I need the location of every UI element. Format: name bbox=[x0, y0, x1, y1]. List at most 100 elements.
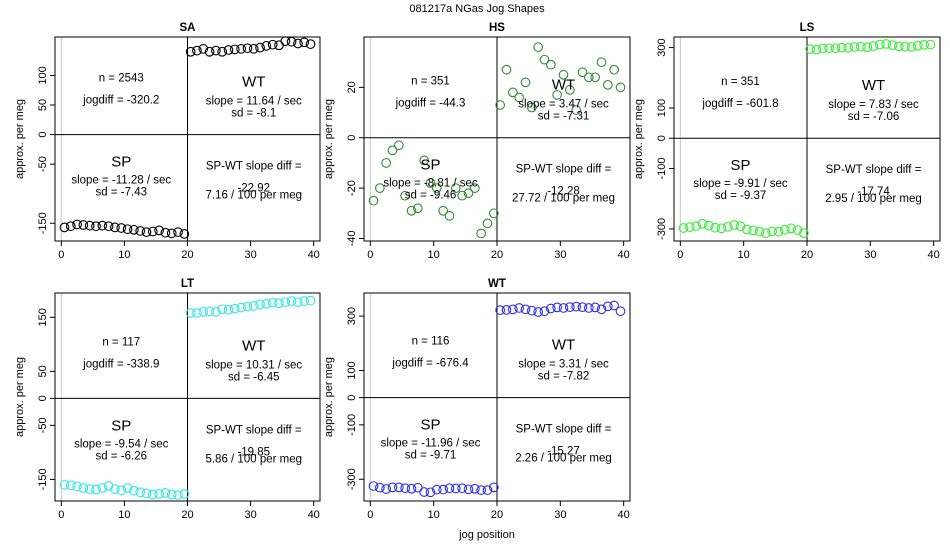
data-point bbox=[754, 226, 765, 237]
sp-sd: sd = -9.71 bbox=[405, 450, 456, 462]
data-point bbox=[703, 220, 714, 231]
x-tick-label: 30 bbox=[554, 509, 566, 521]
data-point bbox=[444, 483, 455, 494]
data-point bbox=[179, 229, 190, 239]
data-point bbox=[84, 484, 95, 494]
data-point bbox=[716, 223, 727, 234]
data-point bbox=[571, 105, 582, 115]
data-point bbox=[431, 484, 442, 495]
data-point bbox=[84, 220, 95, 231]
data-point bbox=[919, 40, 930, 50]
data-point bbox=[129, 485, 139, 496]
y-tick-label: -40 bbox=[346, 231, 358, 247]
x-tick-label: 30 bbox=[244, 249, 256, 261]
jogdiff: jogdiff = -676.4 bbox=[391, 358, 469, 370]
data-point bbox=[122, 483, 133, 493]
data-point bbox=[59, 479, 70, 490]
data-point bbox=[855, 41, 866, 52]
data-point bbox=[141, 227, 152, 237]
data-point bbox=[697, 218, 708, 229]
data-point bbox=[514, 303, 525, 313]
data-point bbox=[166, 489, 177, 500]
jogdiff: jogdiff = -44.3 bbox=[395, 98, 466, 110]
data-point bbox=[192, 45, 202, 56]
data-point bbox=[255, 299, 265, 310]
data-point bbox=[381, 158, 392, 168]
data-point bbox=[267, 297, 278, 308]
data-point bbox=[381, 484, 392, 494]
n-count: n = 351 bbox=[411, 76, 450, 88]
data-point bbox=[122, 224, 133, 235]
x-tick-label: 10 bbox=[428, 249, 440, 261]
slope-diff-label: SP-WT slope diff = bbox=[516, 424, 612, 436]
data-points bbox=[678, 39, 936, 238]
slope-diff-label: SP-WT slope diff = bbox=[206, 161, 302, 173]
x-tick-label: 40 bbox=[308, 509, 320, 521]
data-point bbox=[299, 296, 310, 306]
data-point bbox=[615, 306, 626, 317]
figure-xlabel: jog position bbox=[458, 529, 515, 541]
y-tick-label: 50 bbox=[37, 99, 49, 111]
data-point bbox=[526, 102, 537, 113]
data-point bbox=[135, 226, 146, 236]
data-point bbox=[539, 306, 550, 317]
data-point bbox=[412, 203, 423, 214]
data-point bbox=[874, 39, 885, 50]
y-tick-label: -150 bbox=[37, 212, 49, 234]
y-tick-label: 100 bbox=[346, 361, 358, 379]
data-point bbox=[110, 222, 120, 233]
data-point bbox=[552, 90, 563, 100]
y-tick-label: 150 bbox=[37, 308, 49, 326]
jogdiff: jogdiff = -320.2 bbox=[82, 95, 159, 107]
data-point bbox=[507, 87, 518, 98]
data-point bbox=[495, 100, 506, 110]
data-point bbox=[590, 302, 601, 313]
data-point bbox=[469, 183, 480, 193]
data-point bbox=[476, 485, 487, 495]
x-tick-label: 0 bbox=[58, 249, 64, 261]
data-point bbox=[229, 303, 240, 314]
data-point bbox=[393, 140, 404, 151]
data-point bbox=[684, 222, 695, 232]
data-point bbox=[78, 220, 89, 230]
panel-ls: LS 0 10 20 30 40 -300 -100 0 100 300 approx. per me… bbox=[633, 22, 941, 261]
y-tick-label: -300 bbox=[346, 468, 358, 490]
data-point bbox=[691, 221, 702, 232]
panel-sa: SA 0 10 20 30 40 -150 -50 0 50 100 approx. per meg n… bbox=[14, 22, 321, 261]
data-point bbox=[387, 482, 398, 493]
data-point bbox=[393, 482, 404, 493]
data-point bbox=[520, 304, 531, 315]
slope-diff-rate: 7.16 / 100 per meg bbox=[205, 190, 302, 202]
y-tick-label: 0 bbox=[346, 135, 358, 141]
data-point bbox=[488, 208, 499, 219]
n-count: n = 116 bbox=[412, 336, 450, 348]
sp-label: SP bbox=[730, 157, 750, 174]
data-point bbox=[185, 308, 196, 318]
data-point bbox=[811, 44, 822, 55]
wt-label: WT bbox=[552, 337, 575, 354]
data-point bbox=[229, 44, 240, 55]
data-point bbox=[406, 483, 417, 494]
data-point bbox=[520, 77, 531, 88]
data-point bbox=[881, 39, 892, 49]
data-point bbox=[400, 190, 411, 201]
data-point bbox=[564, 302, 575, 312]
sp-slope: slope = -9.54 / sec bbox=[74, 438, 169, 450]
data-point bbox=[72, 481, 82, 492]
jogdiff: jogdiff = -601.8 bbox=[701, 98, 778, 110]
data-point bbox=[583, 72, 594, 83]
slope-diff-value: -15.27 bbox=[547, 446, 580, 458]
x-tick-label: 10 bbox=[428, 509, 440, 521]
y-tick-label: 50 bbox=[37, 365, 49, 377]
x-tick-label: 20 bbox=[801, 249, 813, 261]
data-point bbox=[293, 297, 303, 308]
data-point bbox=[280, 36, 291, 46]
data-point bbox=[154, 489, 164, 499]
wt-sd: sd = -6.45 bbox=[228, 371, 279, 383]
y-tick-label: 0 bbox=[37, 132, 49, 138]
data-point bbox=[387, 145, 398, 156]
data-point bbox=[463, 484, 474, 495]
data-point bbox=[558, 69, 569, 80]
data-point bbox=[735, 221, 746, 232]
